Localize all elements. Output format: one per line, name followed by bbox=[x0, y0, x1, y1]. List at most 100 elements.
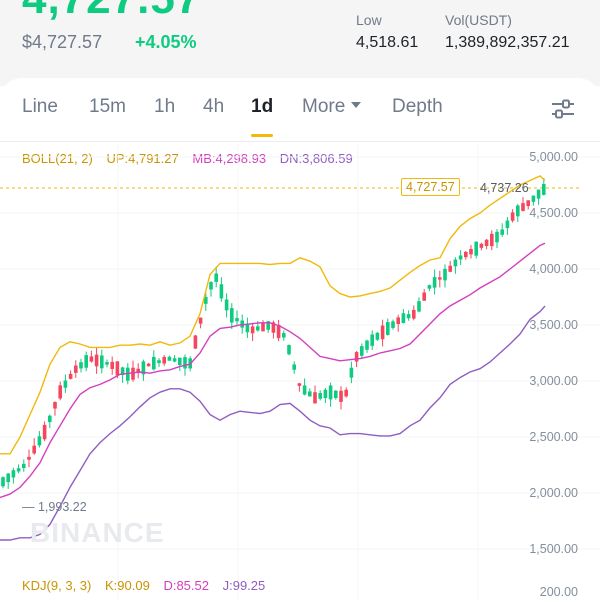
candle-body bbox=[349, 367, 354, 378]
tab-1d[interactable]: 1d bbox=[251, 96, 274, 117]
boll-dn-line bbox=[0, 305, 546, 541]
candle-body bbox=[204, 296, 208, 304]
candle-body bbox=[344, 389, 348, 397]
candle-body bbox=[526, 200, 530, 207]
candle-body bbox=[406, 314, 411, 319]
candle-body bbox=[178, 357, 182, 366]
candle-body bbox=[417, 301, 421, 312]
candle-body bbox=[375, 332, 380, 340]
candle-body bbox=[276, 324, 281, 339]
candle-body bbox=[469, 248, 473, 255]
candle-body bbox=[510, 212, 515, 221]
lowest-price-value: 1,993.22 bbox=[37, 500, 87, 514]
candle-body bbox=[115, 361, 120, 376]
candle-body bbox=[110, 361, 114, 369]
candle-body bbox=[287, 345, 291, 355]
candle-body bbox=[334, 390, 338, 399]
boll-up: UP:4,791.27 bbox=[106, 151, 179, 166]
candle-body bbox=[531, 195, 536, 202]
candle-body bbox=[432, 277, 437, 288]
tab-more-label: More bbox=[302, 96, 346, 117]
tab-15m[interactable]: 15m bbox=[89, 96, 126, 117]
candle-body bbox=[120, 367, 125, 376]
kdj-k: K:90.09 bbox=[104, 578, 150, 593]
y-tick-label: 4,500.00 bbox=[529, 206, 578, 220]
y-tick-label: 2,500.00 bbox=[529, 430, 578, 444]
candle-body bbox=[214, 273, 218, 282]
tab-depth[interactable]: Depth bbox=[392, 96, 443, 117]
candle-body bbox=[100, 355, 104, 369]
candle-body bbox=[126, 367, 130, 381]
boll-mb-line bbox=[0, 242, 546, 499]
kdj-tick-label: 200.00 bbox=[540, 585, 578, 599]
candle-body bbox=[490, 233, 494, 247]
chart-grid bbox=[0, 145, 600, 600]
candle-body bbox=[479, 243, 484, 248]
candle-body bbox=[74, 365, 78, 373]
candle-body bbox=[323, 389, 328, 399]
candle-body bbox=[500, 229, 504, 235]
candle-body bbox=[84, 355, 88, 368]
candle-body bbox=[458, 255, 463, 260]
y-tick-label: 3,500.00 bbox=[529, 318, 578, 332]
candle-body bbox=[198, 317, 203, 324]
candle-body bbox=[183, 357, 187, 369]
candle-body bbox=[505, 220, 510, 229]
price-axis: 5,000.00 4,500.00 4,000.00 3,500.00 3,000.00… bbox=[529, 150, 578, 599]
kdj-legend: KDJ(9, 3, 3) K:90.09 D:85.52 J:99.25 bbox=[22, 578, 275, 593]
candle-body bbox=[32, 445, 36, 454]
candle-body bbox=[474, 241, 478, 256]
tab-line[interactable]: Line bbox=[22, 96, 58, 117]
volume-value: 1,389,892,357.21 bbox=[445, 34, 570, 51]
active-tab-indicator bbox=[251, 134, 273, 137]
candle-body bbox=[240, 320, 244, 328]
boll-legend: BOLL(21, 2) UP:4,791.27 MB:4,298.93 DN:3… bbox=[22, 151, 363, 166]
boll-bands-layer bbox=[0, 175, 546, 541]
candle-body bbox=[464, 251, 468, 258]
candle-body bbox=[37, 436, 42, 446]
candle-body bbox=[365, 340, 369, 350]
candle-body bbox=[235, 318, 239, 322]
candle-body bbox=[380, 325, 385, 340]
candle-body bbox=[386, 322, 390, 335]
candle-body bbox=[396, 317, 400, 325]
tab-more[interactable]: More bbox=[302, 96, 362, 118]
candle-body bbox=[27, 456, 31, 460]
candle-body bbox=[224, 299, 229, 311]
candle-body bbox=[401, 313, 406, 324]
candle-body bbox=[157, 360, 161, 364]
candle-body bbox=[11, 470, 16, 478]
y-tick-label: 4,000.00 bbox=[529, 262, 578, 276]
candle-body bbox=[266, 321, 270, 330]
candle-body bbox=[282, 333, 286, 338]
candle-body bbox=[48, 415, 52, 423]
settings-sliders-icon[interactable] bbox=[550, 96, 576, 122]
candle-body bbox=[448, 265, 452, 272]
candle-body bbox=[136, 368, 140, 373]
candle-body bbox=[230, 308, 234, 323]
candle-body bbox=[167, 356, 172, 361]
tab-4h[interactable]: 4h bbox=[203, 96, 225, 117]
candle-body bbox=[495, 231, 499, 243]
candle-body bbox=[412, 309, 416, 319]
change-percent: +4.05% bbox=[135, 32, 197, 52]
tab-1h[interactable]: 1h bbox=[154, 96, 176, 117]
candle-body bbox=[250, 326, 255, 334]
candle-body bbox=[219, 284, 224, 299]
candle-body bbox=[63, 380, 68, 388]
candle-body bbox=[297, 383, 302, 386]
candle-body bbox=[521, 203, 525, 211]
candle-body bbox=[453, 259, 458, 267]
candle-body bbox=[256, 326, 260, 331]
candle-body bbox=[1, 477, 5, 487]
current-price-tag: 4,727.57 bbox=[401, 178, 460, 196]
low-value: 4,518.61 bbox=[356, 34, 419, 51]
candle-body bbox=[6, 473, 10, 483]
candle-body bbox=[292, 364, 296, 370]
volume-label: Vol(USDT) bbox=[445, 12, 512, 28]
candle-body bbox=[22, 463, 26, 469]
kdj-d: D:85.52 bbox=[163, 578, 209, 593]
boll-mb: MB:4,298.93 bbox=[192, 151, 267, 166]
candle-body bbox=[536, 189, 541, 199]
